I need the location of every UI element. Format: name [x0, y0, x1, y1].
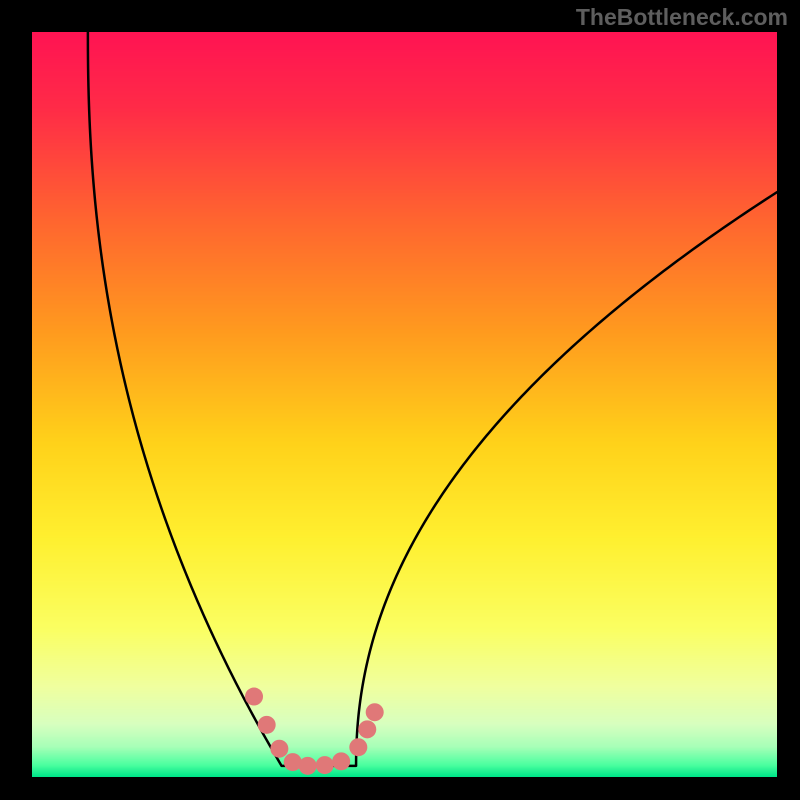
gradient-plot-canvas — [32, 32, 777, 777]
chart-frame: TheBottleneck.com — [0, 0, 800, 800]
watermark-text: TheBottleneck.com — [576, 4, 788, 31]
